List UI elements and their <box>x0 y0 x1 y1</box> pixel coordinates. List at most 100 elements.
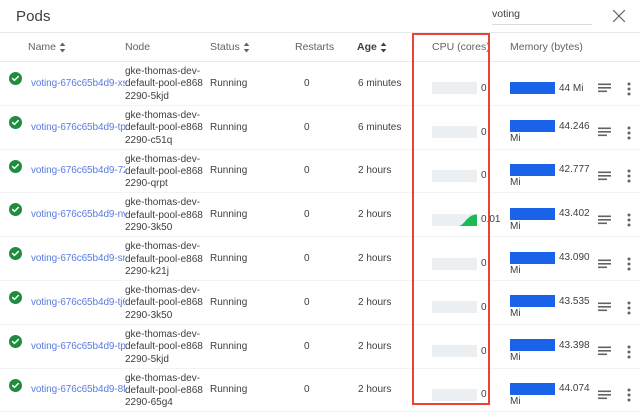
overflow-menu-icon <box>627 169 630 183</box>
sort-icon <box>243 42 250 53</box>
row-memory-cell: 42.777 Mi <box>504 150 591 193</box>
pod-name-link[interactable]: voting-676c65b4d9-xs- <box>31 77 125 89</box>
restarts-text: 0 <box>304 384 310 396</box>
row-logs-button[interactable] <box>591 325 617 368</box>
pod-name-link[interactable]: voting-676c65b4d9-nv <box>31 209 125 221</box>
cpu-area-fill <box>458 214 477 226</box>
age-text: 2 hours <box>358 253 392 265</box>
row-node-cell: gke-thomas-dev-default-pool-e8682290-5kj… <box>125 325 210 368</box>
row-logs-button[interactable] <box>591 106 617 149</box>
table-row[interactable]: voting-676c65b4d9-tj6 gke-thomas-dev-defa… <box>0 281 640 325</box>
check-circle-icon <box>9 290 22 304</box>
memory-bar <box>510 339 555 352</box>
row-logs-button[interactable] <box>591 193 617 236</box>
table-row[interactable]: voting-676c65b4d9-tpj gke-thomas-dev-defa… <box>0 325 640 369</box>
column-header-node: Node <box>125 41 210 53</box>
row-status-cell: Running <box>210 193 295 236</box>
row-age-cell: 2 hours <box>357 237 418 280</box>
row-logs-button[interactable] <box>591 237 617 280</box>
row-status-icon-cell <box>0 193 28 236</box>
row-overflow-menu-button[interactable] <box>617 325 640 368</box>
logs-icon <box>597 346 611 356</box>
row-memory-cell: 43.535 Mi <box>504 281 591 324</box>
pod-name-link[interactable]: voting-676c65b4d9-8fl <box>31 384 125 396</box>
table-row[interactable]: voting-676c65b4d9-xs-gke-thomas-dev-defa… <box>0 62 640 106</box>
row-status-cell: Running <box>210 369 295 412</box>
logs-icon <box>597 302 611 312</box>
row-overflow-menu-button[interactable] <box>617 193 640 236</box>
cpu-sparkline-bar <box>432 345 477 358</box>
table-row[interactable]: voting-676c65b4d9-8fl gke-thomas-dev-defa… <box>0 369 640 413</box>
column-header-name[interactable]: Name <box>28 41 125 53</box>
table-row[interactable]: voting-676c65b4d9-tpr gke-thomas-dev-defa… <box>0 106 640 150</box>
sort-icon-active <box>380 42 387 53</box>
pod-name-link[interactable]: voting-676c65b4d9-tj6 <box>31 296 125 308</box>
row-status-icon-cell <box>0 62 28 105</box>
status-text: Running <box>210 209 248 221</box>
memory-value-text: 42.777 <box>559 164 590 176</box>
column-header-age[interactable]: Age <box>357 41 418 53</box>
age-text: 6 minutes <box>358 77 402 89</box>
pod-name-link[interactable]: voting-676c65b4d9-tpj <box>31 340 125 352</box>
pod-name-link[interactable]: voting-676c65b4d9-tpr <box>31 121 125 133</box>
check-circle-icon <box>9 334 22 348</box>
age-text: 2 hours <box>358 296 392 308</box>
memory-value-text: 44.074 <box>559 383 590 395</box>
page-header: Pods <box>0 0 640 33</box>
status-text: Running <box>210 384 248 396</box>
clear-search-button[interactable] <box>606 3 632 29</box>
memory-bar-fill <box>510 382 555 395</box>
row-restarts-cell: 0 <box>295 281 357 324</box>
check-circle-icon <box>9 203 22 217</box>
row-overflow-menu-button[interactable] <box>617 106 640 149</box>
row-status-cell: Running <box>210 106 295 149</box>
row-name-cell: voting-676c65b4d9-xs- <box>28 62 125 105</box>
table-row[interactable]: voting-676c65b4d9-72 gke-thomas-dev-defau… <box>0 150 640 194</box>
overflow-menu-icon <box>627 126 630 140</box>
row-logs-button[interactable] <box>591 62 617 105</box>
search-input[interactable] <box>492 7 592 25</box>
table-row[interactable]: voting-676c65b4d9-srl gke-thomas-dev-defa… <box>0 237 640 281</box>
row-overflow-menu-button[interactable] <box>617 369 640 412</box>
row-node-cell: gke-thomas-dev-default-pool-e8682290-5kj… <box>125 62 210 105</box>
cpu-value-text: 0 <box>481 126 487 138</box>
row-overflow-menu-button[interactable] <box>617 237 640 280</box>
memory-bar-fill <box>510 251 555 264</box>
status-text: Running <box>210 77 248 89</box>
table-row[interactable]: voting-676c65b4d9-nv gke-thomas-dev-defau… <box>0 193 640 238</box>
node-name-text: gke-thomas-dev-default-pool-e8682290-5kj… <box>125 66 203 102</box>
row-memory-cell: 43.402 Mi <box>504 193 591 236</box>
row-status-cell: Running <box>210 281 295 324</box>
row-name-cell: voting-676c65b4d9-72 <box>28 150 125 193</box>
memory-bar <box>510 120 555 133</box>
row-age-cell: 2 hours <box>357 150 418 193</box>
column-header-cpu-label: CPU (cores) <box>432 41 490 53</box>
row-overflow-menu-button[interactable] <box>617 281 640 324</box>
overflow-menu-icon <box>627 301 630 315</box>
row-overflow-menu-button[interactable] <box>617 62 640 105</box>
pod-name-link[interactable]: voting-676c65b4d9-srl <box>31 253 125 265</box>
sort-icon <box>59 42 66 53</box>
check-circle-icon <box>9 378 22 392</box>
column-header-status[interactable]: Status <box>210 41 295 53</box>
logs-icon <box>597 215 611 224</box>
row-logs-button[interactable] <box>591 150 617 193</box>
status-text: Running <box>210 340 248 352</box>
row-logs-button[interactable] <box>591 369 617 412</box>
row-restarts-cell: 0 <box>295 193 357 236</box>
node-name-text: gke-thomas-dev-default-pool-e8682290-qrp… <box>125 153 203 190</box>
pod-name-link[interactable]: voting-676c65b4d9-72 <box>31 165 125 177</box>
row-memory-cell: 43.398 Mi <box>504 325 591 368</box>
row-restarts-cell: 0 <box>295 325 357 368</box>
row-cpu-cell: 0 <box>418 106 504 149</box>
page-title: Pods <box>16 7 51 25</box>
memory-bar <box>510 382 555 395</box>
row-logs-button[interactable] <box>591 281 617 324</box>
status-text: Running <box>210 296 248 308</box>
node-name-text: gke-thomas-dev-default-pool-e8682290-k21… <box>125 241 203 277</box>
row-age-cell: 2 hours <box>357 325 418 368</box>
cpu-value-text: 0 <box>481 82 487 94</box>
row-overflow-menu-button[interactable] <box>617 150 640 193</box>
row-memory-cell: 43.090 Mi <box>504 237 591 280</box>
restarts-text: 0 <box>304 296 310 308</box>
